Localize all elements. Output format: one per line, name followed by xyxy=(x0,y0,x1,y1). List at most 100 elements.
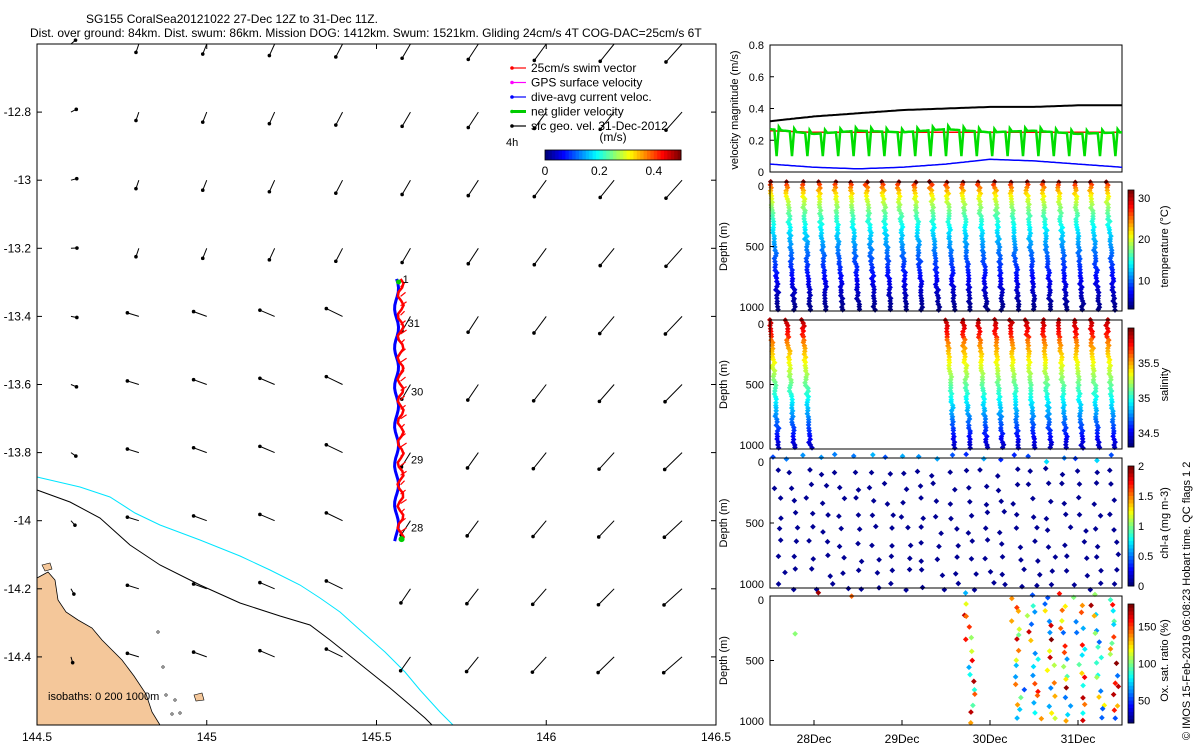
profile-point xyxy=(800,452,806,459)
colorbar-swatch xyxy=(1128,197,1134,202)
colorbar-swatch xyxy=(1128,443,1134,448)
profile-point xyxy=(1051,680,1058,686)
current-vector xyxy=(532,520,547,537)
x-tick-label: 145.5 xyxy=(361,730,391,744)
swim-vector xyxy=(400,386,407,392)
y-tick-label: -14.4 xyxy=(4,650,32,664)
profile-point xyxy=(1048,710,1055,716)
profile-point xyxy=(1114,703,1121,709)
profile-point xyxy=(1046,703,1053,710)
profile-point xyxy=(1059,230,1066,236)
profile-point xyxy=(1110,634,1117,640)
profile-point xyxy=(838,289,844,296)
profile-point xyxy=(1088,336,1095,343)
profile-point xyxy=(982,416,989,422)
profile-point xyxy=(966,624,973,630)
current-vector-head xyxy=(532,262,537,267)
island xyxy=(41,562,53,572)
current-vector-head xyxy=(191,514,196,518)
profile-point xyxy=(792,630,798,637)
depth-tick-label: 0 xyxy=(758,457,764,469)
velocity-y-tick-label: 0.4 xyxy=(749,104,764,116)
profile-point xyxy=(1052,715,1058,722)
date-tick-label: 29Dec xyxy=(885,732,920,746)
swim-vector xyxy=(400,414,407,420)
x-tick-label: 145 xyxy=(197,730,217,744)
swim-vector xyxy=(400,357,407,363)
depth-axis-label: Depth (m) xyxy=(718,360,730,409)
current-vector xyxy=(467,111,479,128)
profile-point xyxy=(1013,662,1020,669)
profile-point xyxy=(928,187,935,194)
profile-point xyxy=(870,498,877,504)
colorbar-swatch xyxy=(1128,354,1134,359)
depth-tick-label: 0 xyxy=(758,595,764,607)
colorbar-swatch xyxy=(1128,571,1134,576)
current-vector xyxy=(127,652,139,658)
profile-point xyxy=(1035,558,1041,564)
swim-vector xyxy=(400,470,407,476)
profile-point xyxy=(995,487,1002,494)
profile-point xyxy=(869,512,876,519)
swim-vector xyxy=(400,320,406,326)
current-vector-head xyxy=(465,466,470,470)
colorbar-swatch xyxy=(1128,484,1134,489)
colorbar-swatch xyxy=(1128,223,1134,228)
profile-point xyxy=(855,540,861,547)
current-vector xyxy=(401,43,411,59)
reef-marker xyxy=(156,630,160,634)
colorbar-swatch xyxy=(616,150,621,160)
profile-point xyxy=(836,484,843,491)
colorbar-swatch xyxy=(1128,674,1134,679)
profile-point xyxy=(1030,514,1037,520)
profile-point xyxy=(933,498,940,504)
profile-point xyxy=(809,510,816,517)
profile-point xyxy=(1111,303,1118,310)
profile-point xyxy=(1109,601,1116,608)
current-vector-head xyxy=(664,60,668,64)
current-vector xyxy=(532,452,547,469)
profile-point xyxy=(785,198,792,205)
current-vector xyxy=(665,43,683,63)
profile-point xyxy=(1079,642,1086,648)
colorbar-swatch xyxy=(657,150,662,160)
profile-point xyxy=(816,181,823,188)
colorbar-tick-label: 0 xyxy=(542,164,549,178)
x-tick-label: 144.5 xyxy=(22,730,52,744)
current-vector xyxy=(326,444,343,454)
profile-point xyxy=(1030,275,1036,282)
current-vector xyxy=(193,379,207,385)
profile-point xyxy=(980,370,986,377)
current-vector xyxy=(335,248,343,262)
colorbar-swatch xyxy=(1128,541,1134,546)
profile-point xyxy=(1030,672,1036,679)
colorbar-swatch xyxy=(664,150,668,160)
profile-point xyxy=(1096,639,1103,645)
profile-point xyxy=(918,524,925,530)
profile-point xyxy=(1088,602,1094,609)
profile-point xyxy=(970,702,976,709)
profile-point xyxy=(944,325,950,332)
colorbar-swatch xyxy=(555,150,560,160)
colorbar-swatch xyxy=(579,150,583,160)
profile-point xyxy=(1048,622,1054,629)
profile-point xyxy=(1092,526,1099,532)
colorbar-swatch xyxy=(1128,190,1134,195)
colorbar-tick-label: 0.2 xyxy=(591,164,608,178)
profile-point xyxy=(1043,515,1050,522)
colorbar-swatch xyxy=(1128,201,1134,206)
profile-point xyxy=(771,485,778,492)
current-vector-head xyxy=(200,120,205,124)
profile-point xyxy=(888,553,895,560)
profile-point xyxy=(1028,637,1034,644)
current-vector xyxy=(533,43,547,61)
current-vector xyxy=(598,588,615,606)
colorbar-swatch xyxy=(1128,409,1134,415)
profile-point xyxy=(1031,699,1037,706)
profile-point xyxy=(804,263,810,270)
colorbar-swatch xyxy=(562,150,566,160)
profile-point xyxy=(802,359,809,366)
legend-marker xyxy=(510,95,514,99)
profile-point xyxy=(965,272,972,279)
